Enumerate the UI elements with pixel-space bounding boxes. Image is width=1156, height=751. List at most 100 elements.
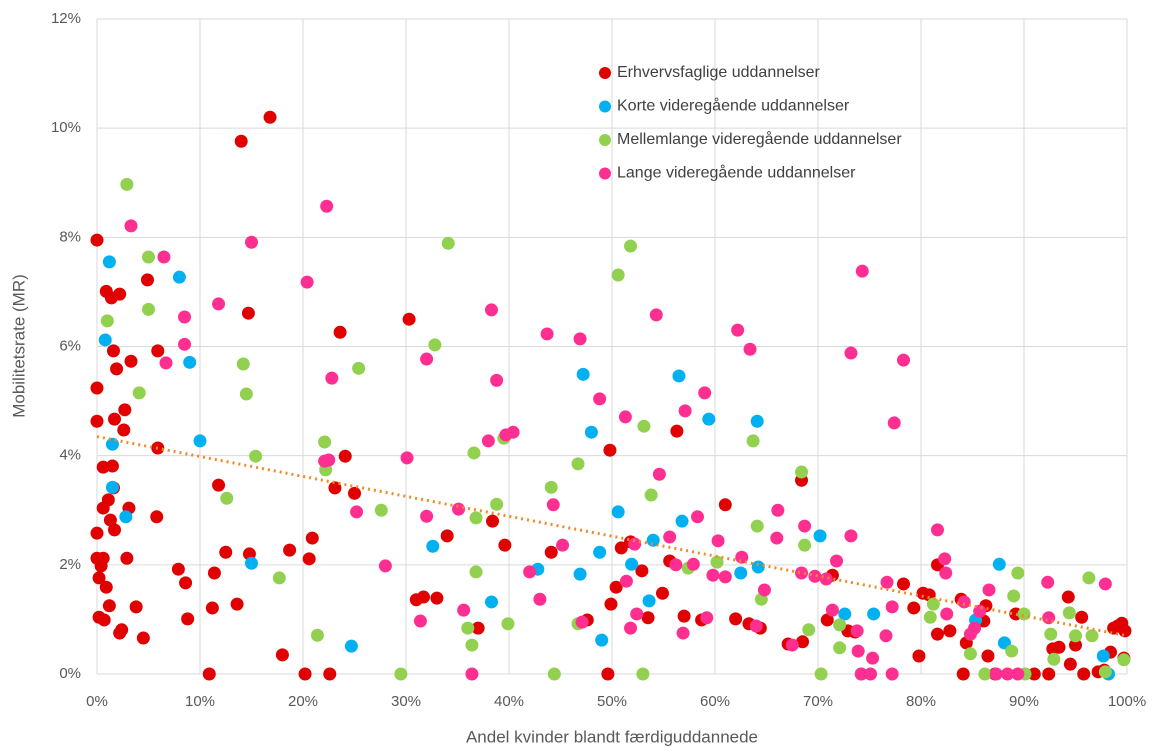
point bbox=[92, 571, 106, 585]
point bbox=[183, 355, 197, 369]
point bbox=[1098, 665, 1112, 679]
point bbox=[603, 443, 617, 457]
point bbox=[771, 503, 785, 517]
point bbox=[1042, 667, 1056, 681]
point bbox=[982, 583, 996, 597]
point bbox=[896, 577, 910, 591]
point bbox=[440, 529, 454, 543]
point bbox=[96, 551, 110, 565]
point bbox=[814, 667, 828, 681]
point bbox=[981, 649, 995, 663]
point bbox=[1069, 638, 1082, 652]
point bbox=[120, 551, 134, 565]
point bbox=[108, 412, 122, 426]
point bbox=[1047, 652, 1061, 666]
point bbox=[136, 631, 150, 645]
point bbox=[1077, 667, 1091, 681]
point bbox=[1041, 575, 1055, 589]
point bbox=[1096, 649, 1110, 663]
point bbox=[698, 386, 712, 400]
point bbox=[129, 600, 143, 614]
point bbox=[100, 314, 114, 328]
point bbox=[120, 177, 134, 191]
point bbox=[328, 481, 342, 495]
point bbox=[1069, 629, 1082, 643]
point bbox=[624, 239, 638, 253]
point bbox=[850, 624, 864, 638]
point bbox=[887, 416, 901, 430]
point bbox=[926, 597, 940, 611]
point bbox=[101, 493, 115, 507]
point bbox=[625, 557, 639, 571]
point bbox=[957, 595, 971, 609]
legend-label: Lange videregående uddannelser bbox=[617, 164, 856, 182]
point bbox=[172, 270, 186, 284]
point bbox=[1044, 627, 1058, 641]
point bbox=[106, 344, 120, 358]
point bbox=[102, 255, 116, 269]
point bbox=[320, 199, 334, 213]
point bbox=[430, 591, 444, 605]
x-tick-label: 0% bbox=[86, 693, 108, 710]
point bbox=[833, 641, 847, 655]
point bbox=[241, 306, 255, 320]
point bbox=[611, 268, 625, 282]
point bbox=[956, 667, 970, 681]
point bbox=[1042, 611, 1056, 625]
point bbox=[105, 480, 119, 494]
point bbox=[178, 310, 192, 324]
point bbox=[249, 449, 263, 463]
point bbox=[1061, 590, 1075, 604]
point bbox=[486, 514, 500, 528]
point bbox=[576, 367, 590, 381]
point bbox=[118, 403, 132, 417]
point bbox=[245, 556, 258, 570]
point bbox=[718, 498, 732, 512]
point bbox=[619, 574, 633, 588]
point bbox=[896, 353, 910, 367]
point bbox=[205, 601, 219, 615]
point bbox=[830, 554, 844, 568]
point bbox=[547, 667, 561, 681]
point bbox=[325, 371, 339, 385]
point bbox=[885, 600, 899, 614]
point bbox=[663, 530, 677, 544]
point bbox=[523, 565, 537, 579]
point bbox=[417, 590, 431, 604]
point bbox=[706, 568, 720, 582]
point bbox=[193, 434, 207, 448]
y-axis-title: Mobilitetsrate (MR) bbox=[9, 274, 28, 418]
point bbox=[219, 545, 233, 559]
point bbox=[263, 110, 277, 124]
point bbox=[750, 519, 764, 533]
point bbox=[124, 219, 138, 233]
point bbox=[1063, 657, 1077, 671]
point bbox=[749, 619, 763, 633]
point bbox=[1017, 607, 1031, 621]
point bbox=[378, 559, 392, 573]
point bbox=[132, 386, 146, 400]
point bbox=[207, 566, 221, 580]
point bbox=[676, 626, 690, 640]
point bbox=[593, 392, 607, 406]
point bbox=[498, 538, 512, 552]
point bbox=[710, 555, 724, 569]
point bbox=[115, 623, 129, 637]
point bbox=[105, 437, 119, 451]
point bbox=[1085, 629, 1099, 643]
point bbox=[711, 534, 725, 548]
point bbox=[618, 410, 632, 424]
point bbox=[413, 614, 427, 628]
point bbox=[584, 425, 598, 439]
x-tick-label: 60% bbox=[700, 693, 730, 710]
point bbox=[571, 457, 585, 471]
point bbox=[808, 569, 822, 583]
legend-marker bbox=[599, 67, 611, 79]
point bbox=[700, 611, 714, 625]
point bbox=[655, 586, 669, 600]
point bbox=[556, 538, 570, 552]
point bbox=[838, 607, 852, 621]
point bbox=[851, 644, 865, 658]
point bbox=[151, 344, 165, 358]
point bbox=[544, 545, 558, 559]
